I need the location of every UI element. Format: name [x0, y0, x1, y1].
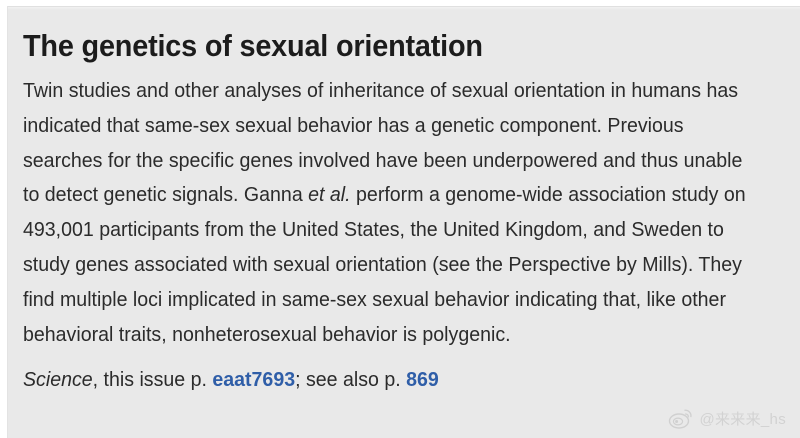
article-doi-link[interactable]: eaat7693	[212, 368, 296, 392]
article-card: The genetics of sexual orientation Twin …	[7, 6, 800, 438]
citation-text-before-link: , this issue p.	[92, 368, 213, 392]
citation-text-between-links: ; see also p.	[295, 368, 407, 392]
summary-text-part-2: perform a genome-wide association study …	[23, 183, 746, 346]
article-headline: The genetics of sexual orientation	[23, 28, 483, 63]
journal-name: Science	[23, 368, 93, 392]
article-citation: Science, this issue p. eaat7693; see als…	[23, 352, 754, 394]
summary-text-part-1: Twin studies and other analyses of inher…	[23, 79, 743, 207]
article-summary-paragraph: Twin studies and other analyses of inher…	[23, 64, 749, 352]
article-content: The genetics of sexual orientation Twin …	[23, 7, 788, 438]
summary-et-al-italic: et al.	[308, 183, 351, 207]
perspective-page-link[interactable]: 869	[406, 368, 439, 392]
